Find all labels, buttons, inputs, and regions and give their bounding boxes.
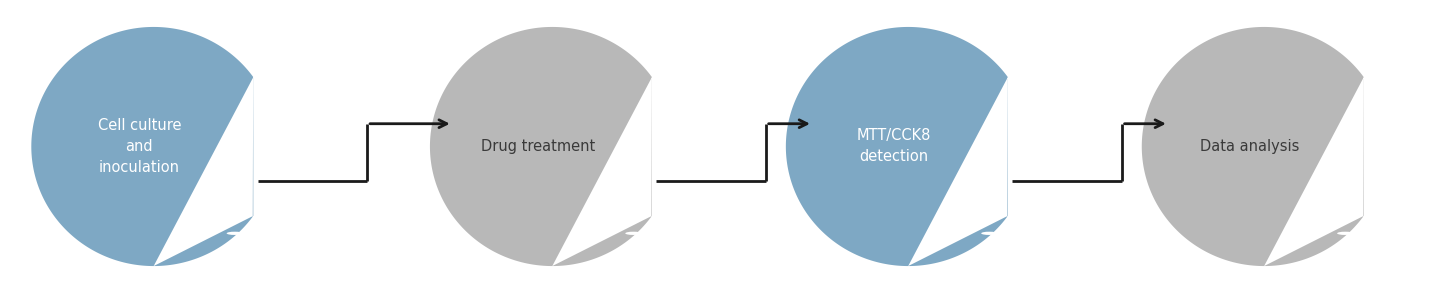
Text: Cell culture
and
inoculation: Cell culture and inoculation [97,118,182,175]
Polygon shape [430,27,652,266]
Circle shape [626,232,642,235]
Circle shape [981,232,998,235]
Circle shape [226,232,243,235]
Polygon shape [1141,27,1363,266]
Text: Data analysis: Data analysis [1200,139,1300,154]
Polygon shape [786,27,1008,266]
Polygon shape [32,27,253,266]
Text: Drug treatment: Drug treatment [481,139,596,154]
Text: MTT/CCK8
detection: MTT/CCK8 detection [856,129,931,164]
Circle shape [1337,232,1353,235]
